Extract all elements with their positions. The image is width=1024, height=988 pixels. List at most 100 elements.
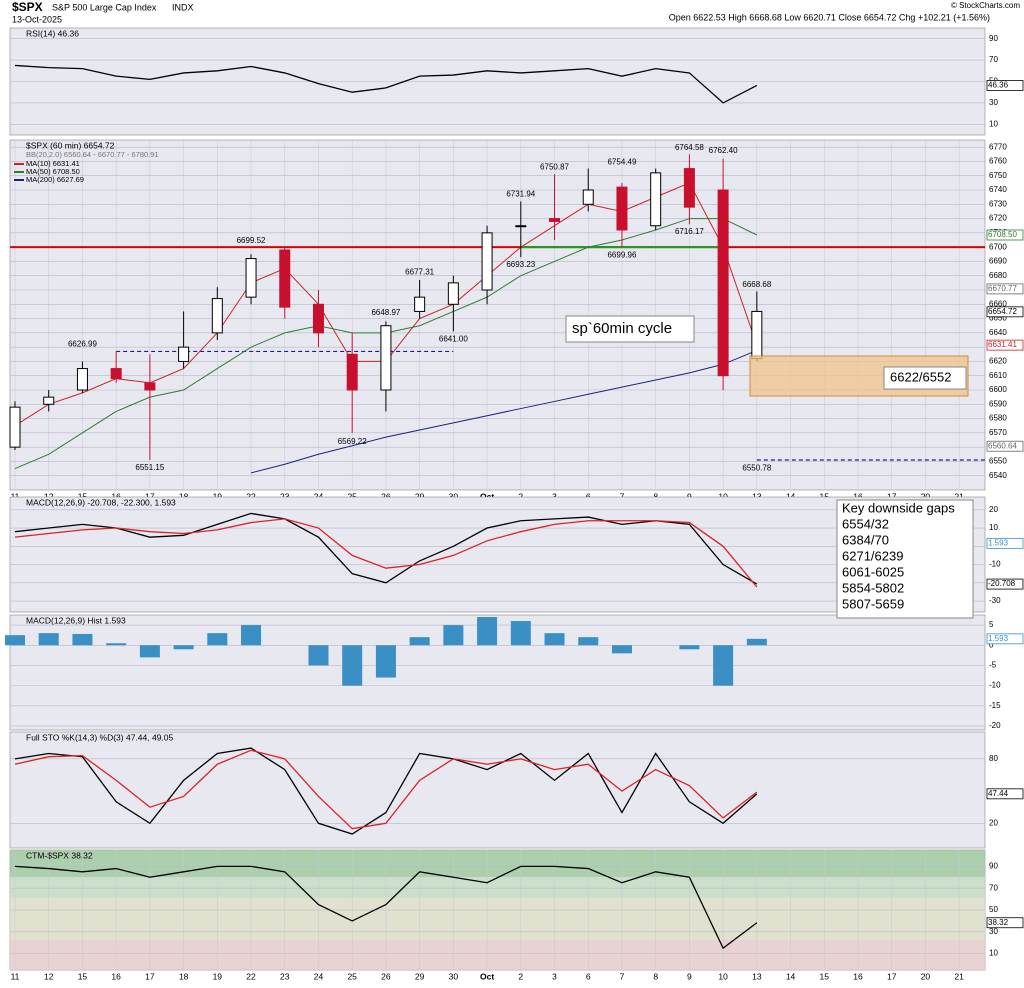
legend-entry: MA(50) 6708.50 [26, 167, 80, 176]
value-tag-label: -20.708 [988, 579, 1016, 588]
gap-note: Key downside gaps [842, 500, 955, 515]
gap-note: 6384/70 [842, 532, 889, 547]
hist-bar [443, 625, 464, 646]
y-tick-label: 6740 [989, 185, 1007, 194]
value-tag [986, 306, 1024, 318]
y-tick-label: 6550 [989, 457, 1007, 466]
x-tick-label: 26 [381, 491, 391, 501]
series-line [250, 349, 758, 474]
hist-bar [72, 633, 93, 646]
x-tick-label: 29 [415, 491, 425, 501]
panel-title: Full STO %K(14,3) %D(3) 47.44, 49.05 [26, 732, 174, 742]
candle-body [279, 249, 291, 308]
candle-body [683, 168, 695, 208]
gap-note: 5854-5802 [842, 580, 904, 595]
panel-title: CTM-$SPX 38.32 [26, 850, 93, 860]
x-tick-label: 13 [752, 971, 762, 981]
y-tick-label: 6700 [989, 242, 1007, 251]
price-annotation: 6716.17 [675, 227, 704, 236]
hist-bar [207, 633, 228, 646]
price-annotation: 6550.78 [742, 463, 771, 472]
x-tick-label: 16 [111, 491, 121, 501]
y-tick-label: 6680 [989, 271, 1007, 280]
value-tag-label: 6654.72 [988, 307, 1017, 316]
hist-bar [409, 637, 430, 646]
hist-bar [713, 645, 734, 686]
credit: © StockCharts.com [951, 1, 1020, 10]
hist-bar [342, 645, 363, 686]
candle-body [751, 310, 763, 360]
candle-body [414, 296, 426, 312]
x-tick-label: 16 [853, 971, 863, 981]
series-line [14, 512, 758, 585]
series-line [14, 64, 758, 104]
x-tick-label: 25 [347, 971, 357, 981]
y-tick-label: 70 [989, 883, 998, 892]
value-tag-label: 1.593 [988, 538, 1009, 547]
legend-entry: BB(20,2.0) 6560.64 - 6670.77 - 6780.91 [26, 150, 159, 159]
x-tick-label: 30 [449, 971, 459, 981]
y-tick-label: -10 [989, 560, 1001, 569]
y-tick-label: 80 [989, 754, 998, 763]
value-tag [986, 229, 1024, 241]
hist-bar [308, 645, 329, 666]
x-tick-label: 13 [752, 491, 762, 501]
x-tick-label: 20 [921, 971, 931, 981]
x-tick-label: 8 [653, 491, 658, 501]
hist-bar [139, 645, 160, 658]
x-tick-label: 18 [179, 971, 189, 981]
x-tick-label: 15 [78, 491, 88, 501]
price-annotation: 6699.96 [607, 250, 636, 259]
zone-band [10, 898, 985, 940]
candle-body [43, 396, 55, 405]
quote: Open 6622.53 High 6668.68 Low 6620.71 Cl… [669, 12, 990, 22]
y-tick-label: 6750 [989, 171, 1007, 180]
candle-body [515, 225, 527, 228]
x-tick-label: 15 [820, 971, 830, 981]
x-tick-label: 6 [586, 491, 591, 501]
x-tick-label: 11 [11, 491, 20, 501]
candle-body [9, 406, 21, 448]
candle-body [380, 325, 392, 391]
y-tick-label: 90 [989, 861, 998, 870]
y-tick-label: -5 [989, 661, 997, 670]
date: 13-Oct-2025 [12, 14, 62, 24]
value-tag [986, 339, 1024, 351]
hist-bar [679, 645, 700, 650]
y-tick-label: 6690 [989, 257, 1007, 266]
price-annotation: 6693.23 [506, 260, 535, 269]
hist-bar [510, 621, 531, 646]
legend-entry: MA(10) 6631.41 [26, 159, 80, 168]
zone-band [10, 940, 985, 970]
panel [9, 496, 986, 613]
x-tick-label: 17 [887, 491, 897, 501]
legend-entry: MA(200) 6627.69 [26, 175, 84, 184]
price-annotation: 6762.40 [709, 146, 738, 155]
panel [9, 614, 986, 731]
y-tick-label: 6730 [989, 199, 1007, 208]
price-annotation: 6641.00 [439, 335, 468, 344]
y-tick-label: 20 [989, 505, 998, 514]
hist-bar [544, 633, 565, 646]
y-tick-label: 6640 [989, 328, 1007, 337]
x-tick-label: 15 [820, 491, 830, 501]
price-annotation: 6668.68 [742, 280, 771, 289]
x-tick-label: 26 [381, 971, 391, 981]
gaps-box [836, 499, 974, 619]
candle-body [144, 382, 156, 391]
x-tick-label: 10 [718, 971, 728, 981]
x-tick-label: 11 [11, 971, 20, 981]
candle-body [178, 346, 190, 362]
gap-note: 6061-6025 [842, 564, 904, 579]
x-tick-label: 17 [887, 971, 897, 981]
y-tick-label: 6600 [989, 385, 1007, 394]
y-tick-label: 6720 [989, 214, 1007, 223]
x-tick-label: 24 [314, 491, 324, 501]
x-tick-label: 7 [620, 491, 625, 501]
series-line [14, 749, 758, 830]
cycle-box [565, 315, 695, 343]
x-tick-label: 24 [314, 971, 324, 981]
y-tick-label: -15 [989, 701, 1001, 710]
candle-body [549, 218, 561, 222]
y-tick-label: 50 [989, 905, 998, 914]
